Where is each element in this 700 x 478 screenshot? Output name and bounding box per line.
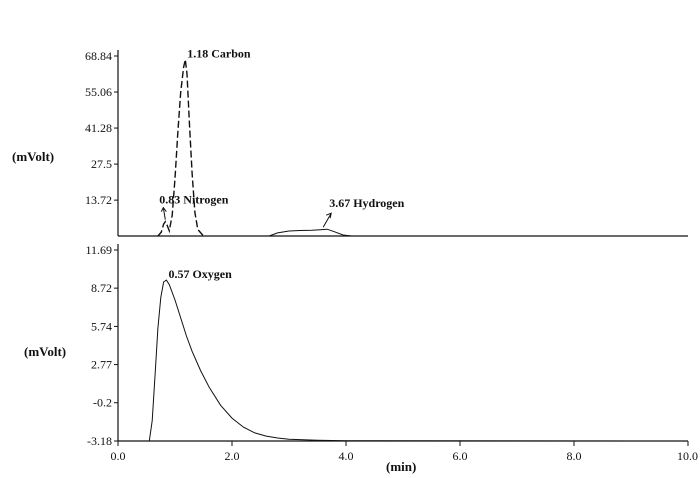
top-y-tick-label: 55.06 xyxy=(85,85,112,99)
x-axis: 0.0 2.0 4.0 6.0 8.0 10.0 xyxy=(111,441,698,463)
bottom-peak-label: 0.57 Oxygen xyxy=(168,267,232,281)
bottom-y-axis-label: (mVolt) xyxy=(24,344,66,359)
bottom-y-tick-label: 11.69 xyxy=(85,243,112,257)
top-trace-0 xyxy=(157,59,205,237)
top-panel: 68.84 55.06 41.28 27.5 13.72 1.18 Carbon 0.83 … xyxy=(85,47,688,237)
x-tick-label: 2.0 xyxy=(225,449,240,463)
bottom-y-tick-label: 2.77 xyxy=(91,358,112,372)
x-tick-label: 8.0 xyxy=(567,449,582,463)
top-peak-label: 3.67 Hydrogen xyxy=(329,196,404,210)
nitrogen-arrow xyxy=(160,206,167,220)
top-y-tick-label: 27.5 xyxy=(91,157,112,171)
bottom-panel: 11.69 8.72 5.74 2.77 -0.2 -3.18 0.57 Oxygen xyxy=(85,243,689,448)
top-y-tick-label: 13.72 xyxy=(85,193,112,207)
top-y-tick-label: 68.84 xyxy=(85,49,112,63)
x-tick-label: 6.0 xyxy=(453,449,468,463)
x-tick-label: 0.0 xyxy=(111,449,126,463)
bottom-y-tick-label: -3.18 xyxy=(87,434,112,448)
bottom-y-tick-label: -0.2 xyxy=(93,396,112,410)
x-tick-label: 10.0 xyxy=(677,449,698,463)
top-y-tick-label: 41.28 xyxy=(85,121,112,135)
top-peak-label: 0.83 Nitrogen xyxy=(159,193,228,207)
top-peak-label: 1.18 Carbon xyxy=(187,47,251,61)
hydrogen-arrow xyxy=(322,212,332,228)
top-y-axis-label: (mVolt) xyxy=(12,149,54,164)
top-trace-1 xyxy=(268,228,352,237)
bottom-trace-0 xyxy=(148,279,689,442)
x-axis-label: (min) xyxy=(386,459,416,474)
x-tick-label: 4.0 xyxy=(339,449,354,463)
bottom-y-tick-label: 8.72 xyxy=(91,281,112,295)
bottom-y-tick-label: 5.74 xyxy=(91,319,112,333)
